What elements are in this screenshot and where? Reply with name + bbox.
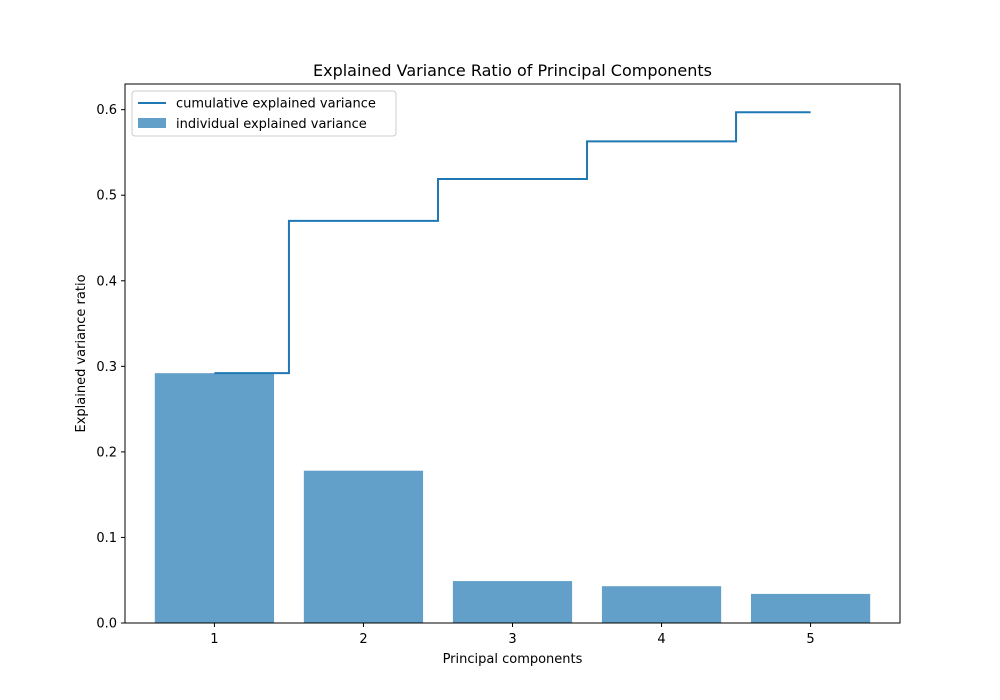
bar-component-5 bbox=[750, 593, 871, 623]
x-tick-label: 5 bbox=[806, 632, 814, 647]
chart-title: Explained Variance Ratio of Principal Co… bbox=[313, 61, 712, 80]
y-tick-label: 0.6 bbox=[96, 103, 117, 118]
y-tick-label: 0.4 bbox=[96, 274, 117, 289]
legend-box bbox=[131, 90, 397, 137]
x-tick-label: 4 bbox=[657, 632, 665, 647]
y-axis-label: Explained variance ratio bbox=[74, 274, 89, 432]
legend-label-individual: individual explained variance bbox=[176, 117, 367, 132]
legend: cumulative explained variance individual… bbox=[131, 90, 397, 137]
y-tick-label: 0.5 bbox=[96, 189, 117, 204]
x-tick-label: 2 bbox=[359, 632, 367, 647]
legend-label-cumulative: cumulative explained variance bbox=[176, 97, 376, 112]
bar-component-4 bbox=[601, 586, 722, 623]
cumulative-step-line bbox=[214, 111, 811, 375]
bar-component-3 bbox=[452, 581, 573, 623]
x-axis-label: Principal components bbox=[443, 652, 583, 667]
x-tick-label: 1 bbox=[210, 632, 218, 647]
y-axis: 0.0 0.1 0.2 0.3 0.4 0.5 0.6 bbox=[96, 103, 125, 632]
x-axis: 1 2 3 4 5 bbox=[210, 623, 815, 647]
x-tick-label: 3 bbox=[508, 632, 516, 647]
bar-component-1 bbox=[154, 373, 275, 623]
bars-layer bbox=[154, 373, 871, 623]
y-tick-label: 0.2 bbox=[96, 445, 117, 460]
legend-bar-swatch bbox=[138, 118, 166, 128]
y-tick-label: 0.1 bbox=[96, 531, 117, 546]
bar-component-2 bbox=[303, 470, 424, 623]
y-tick-label: 0.0 bbox=[96, 617, 117, 632]
cumulative-step-line-layer bbox=[214, 111, 811, 375]
y-tick-label: 0.3 bbox=[96, 360, 117, 375]
